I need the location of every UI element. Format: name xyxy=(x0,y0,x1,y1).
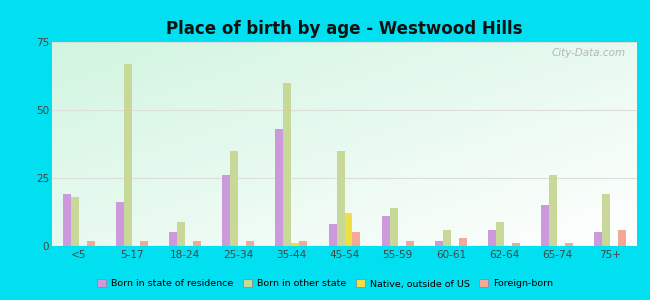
Bar xyxy=(337,151,344,246)
Bar xyxy=(276,129,283,246)
Legend: Born in state of residence, Born in other state, Native, outside of US, Foreign-: Born in state of residence, Born in othe… xyxy=(93,275,557,292)
Text: City-Data.com: City-Data.com xyxy=(551,48,625,58)
Bar xyxy=(435,241,443,246)
Bar xyxy=(222,175,230,246)
Bar xyxy=(618,230,627,246)
Bar xyxy=(246,241,254,246)
Bar xyxy=(291,243,299,246)
Bar xyxy=(344,213,352,246)
Bar xyxy=(328,224,337,246)
Bar xyxy=(566,243,573,246)
Bar xyxy=(299,241,307,246)
Bar xyxy=(283,83,291,246)
Bar xyxy=(496,221,504,246)
Bar xyxy=(177,221,185,246)
Bar xyxy=(86,241,94,246)
Bar xyxy=(193,241,201,246)
Bar xyxy=(595,232,603,246)
Bar xyxy=(382,216,390,246)
Bar xyxy=(62,194,71,246)
Bar xyxy=(488,230,496,246)
Bar xyxy=(230,151,238,246)
Bar xyxy=(443,230,451,246)
Bar xyxy=(603,194,610,246)
Bar xyxy=(406,241,413,246)
Bar xyxy=(140,241,148,246)
Bar xyxy=(71,197,79,246)
Title: Place of birth by age - Westwood Hills: Place of birth by age - Westwood Hills xyxy=(166,20,523,38)
Bar xyxy=(512,243,520,246)
Bar xyxy=(124,64,132,246)
Bar xyxy=(459,238,467,246)
Bar xyxy=(116,202,124,246)
Bar xyxy=(549,175,557,246)
Bar xyxy=(541,205,549,246)
Bar xyxy=(352,232,361,246)
Bar xyxy=(169,232,177,246)
Bar xyxy=(390,208,398,246)
